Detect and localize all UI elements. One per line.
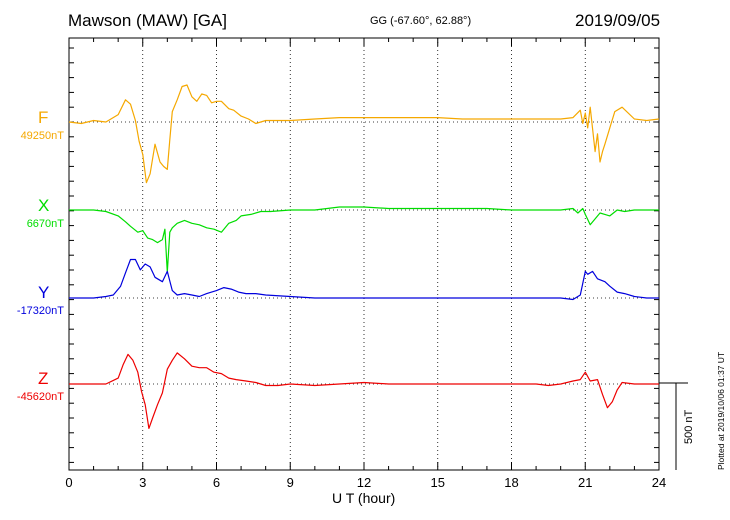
baseline-value-x: 6670nT (26, 218, 64, 230)
x-tick-label: 9 (287, 475, 294, 490)
component-label-z: Z (38, 369, 49, 388)
geographic-coords: GG (-67.60°, 62.88°) (370, 15, 472, 27)
series-z-line (69, 352, 659, 429)
baseline-value-z: -45620nT (16, 391, 64, 403)
series-f-line (68, 84, 660, 184)
series-y-line (69, 258, 659, 301)
x-tick-label: 18 (504, 475, 518, 490)
x-tick-label: 15 (431, 475, 445, 490)
component-label-f: F (38, 108, 49, 127)
station-title: Mawson (MAW) [GA] (68, 11, 227, 30)
x-tick-label: 3 (139, 475, 146, 490)
x-axis-label: U T (hour) (332, 490, 396, 506)
x-tick-label: 12 (357, 475, 371, 490)
baseline-value-y: -17320nT (16, 305, 64, 317)
x-tick-label: 24 (652, 475, 666, 490)
x-tick-label: 0 (65, 475, 72, 490)
component-label-x: X (38, 196, 50, 215)
x-tick-label: 6 (213, 475, 220, 490)
baseline-value-f: 49250nT (20, 130, 64, 142)
date-label: 2019/09/05 (575, 11, 661, 30)
component-label-y: Y (38, 283, 50, 302)
x-tick-label: 21 (578, 475, 592, 490)
series-x-line (69, 206, 659, 273)
